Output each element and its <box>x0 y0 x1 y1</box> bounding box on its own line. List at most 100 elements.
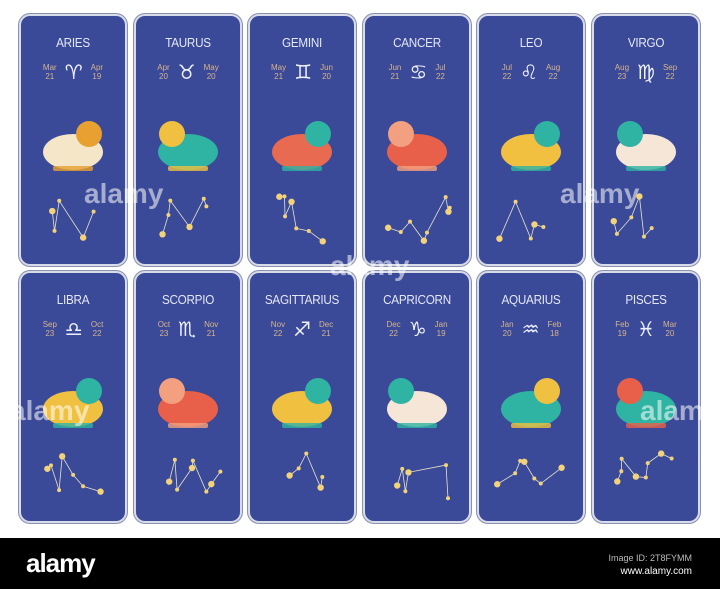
star <box>81 484 86 489</box>
date-range: May 21 ♊ Jun 20 <box>250 62 354 82</box>
zodiac-card-aries: ARIES Mar 21 ♈ Apr 19 <box>21 16 125 264</box>
end-date: Jun 20 <box>320 63 333 81</box>
figure-head <box>305 121 331 147</box>
star <box>186 223 193 231</box>
constellation-line <box>296 227 309 232</box>
sign-illustration <box>501 121 561 171</box>
constellation <box>286 451 325 491</box>
figure-base <box>626 166 666 171</box>
date-range: Jul 22 ♌ Aug 22 <box>479 62 583 82</box>
star <box>521 458 528 465</box>
star <box>400 466 405 471</box>
constellation-line <box>298 453 307 469</box>
watermark: alamy <box>560 178 640 209</box>
date-range: Jun 21 ♋ Jul 22 <box>365 62 469 82</box>
image-info: Image ID: 2T8FYMM www.alamy.com <box>608 552 692 578</box>
zodiac-card-pisces: PISCES Feb 19 ♓ Mar 20 <box>594 273 698 521</box>
zodiac-card-scorpio: SCORPIO Oct 23 ♏ Nov 21 <box>136 273 240 521</box>
end-date: Mar 20 <box>662 320 677 338</box>
constellation-line <box>176 467 193 490</box>
star <box>420 237 428 244</box>
constellation <box>384 195 452 244</box>
date-range: Feb 19 ♓ Mar 20 <box>594 319 698 339</box>
site-url: www.alamy.com <box>620 566 693 577</box>
star <box>286 472 293 479</box>
constellation-line <box>408 464 447 473</box>
zodiac-card-cancer: CANCER Jun 21 ♋ Jul 22 <box>365 16 469 264</box>
star <box>669 456 674 461</box>
figure-base <box>53 166 93 171</box>
star <box>218 469 223 474</box>
constellation-line <box>621 458 637 477</box>
zodiac-symbol-icon: ♎ <box>64 317 83 341</box>
star <box>91 209 96 214</box>
constellation-line <box>523 461 535 479</box>
sign-illustration <box>43 378 103 428</box>
star <box>294 226 299 231</box>
constellation <box>44 453 104 495</box>
figure-head <box>617 378 643 404</box>
sign-illustration <box>616 378 676 428</box>
star <box>645 461 650 466</box>
date-range: Nov 22 ♐ Dec 21 <box>250 319 354 339</box>
sign-illustration <box>43 121 103 171</box>
alamy-logo: alamy <box>26 548 96 578</box>
sign-illustration <box>387 121 447 171</box>
zodiac-card-virgo: VIRGO Aug 23 ♍ Sep 22 <box>594 16 698 264</box>
date-range: Sep 23 ♎ Oct 22 <box>21 319 125 339</box>
constellation <box>393 463 451 501</box>
zodiac-card-aquarius: AQUARIUS Jan 20 ♒ Feb 18 <box>479 273 583 521</box>
constellation <box>496 199 546 242</box>
star <box>636 193 643 200</box>
start-date: Aug 23 <box>614 63 630 81</box>
zodiac-symbol-icon: ♐ <box>293 317 311 341</box>
star <box>424 230 429 235</box>
end-date: Apr 19 <box>90 63 104 81</box>
constellation <box>614 450 674 485</box>
constellation-line <box>50 465 60 491</box>
sign-illustration <box>616 121 676 171</box>
constellation-line <box>189 198 205 228</box>
watermark: alamy <box>330 250 410 281</box>
sign-name: CANCER <box>393 35 441 50</box>
constellation <box>610 193 654 239</box>
sign-name: SCORPIO <box>161 292 215 307</box>
figure-base <box>511 166 551 171</box>
star <box>446 496 451 501</box>
constellation-line <box>291 201 297 229</box>
star <box>282 194 287 199</box>
star <box>629 215 634 220</box>
star <box>393 482 401 489</box>
star <box>445 208 452 215</box>
star <box>283 214 288 219</box>
star <box>97 488 104 495</box>
star <box>57 198 62 203</box>
start-date: Jun 21 <box>388 63 402 81</box>
sign-name: SAGITTARIUS <box>264 292 340 307</box>
constellation-line <box>82 211 94 238</box>
sign-illustration <box>501 378 561 428</box>
star <box>408 219 413 224</box>
star <box>657 450 665 457</box>
constellation-line <box>54 200 60 231</box>
star <box>405 469 412 476</box>
date-range: Aug 23 ♍ Sep 22 <box>594 62 698 82</box>
zodiac-card-sagittarius: SAGITTARIUS Nov 22 ♐ Dec 21 <box>250 273 354 521</box>
figure-base <box>168 166 208 171</box>
start-date: Jan 20 <box>500 320 514 338</box>
figure-head <box>76 121 102 147</box>
end-date: Dec 21 <box>318 320 334 338</box>
sign-illustration <box>272 121 332 171</box>
sign-name: LEO <box>519 35 543 50</box>
star <box>172 457 177 462</box>
zodiac-card-leo: LEO Jul 22 ♌ Aug 22 <box>479 16 583 264</box>
end-date: Sep 22 <box>662 63 678 81</box>
zodiac-symbol-icon: ♏ <box>178 317 197 341</box>
zodiac-symbol-icon: ♒ <box>521 317 540 341</box>
figure-head <box>617 121 643 147</box>
star <box>531 221 538 228</box>
sign-name: PISCES <box>625 292 667 307</box>
sign-name: LIBRA <box>56 292 90 307</box>
star <box>204 204 209 209</box>
zodiac-symbol-icon: ♌ <box>520 60 538 84</box>
